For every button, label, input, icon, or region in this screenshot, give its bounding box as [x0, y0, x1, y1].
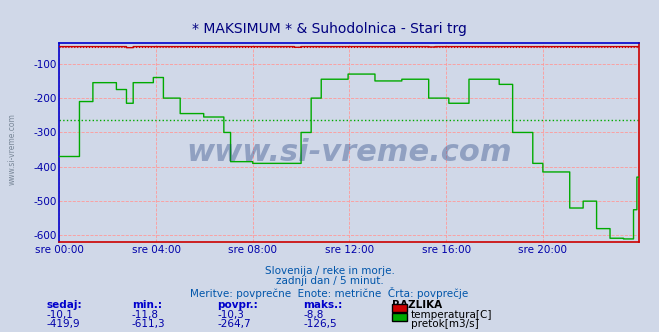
- Text: -126,5: -126,5: [303, 319, 337, 329]
- Text: min.:: min.:: [132, 300, 162, 310]
- Text: * MAKSIMUM * & Suhodolnica - Stari trg: * MAKSIMUM * & Suhodolnica - Stari trg: [192, 22, 467, 36]
- Text: zadnji dan / 5 minut.: zadnji dan / 5 minut.: [275, 276, 384, 286]
- Text: -10,3: -10,3: [217, 310, 244, 320]
- Text: -11,8: -11,8: [132, 310, 159, 320]
- Text: Slovenija / reke in morje.: Slovenija / reke in morje.: [264, 266, 395, 276]
- Text: -611,3: -611,3: [132, 319, 165, 329]
- Text: maks.:: maks.:: [303, 300, 343, 310]
- Text: www.si-vreme.com: www.si-vreme.com: [186, 138, 512, 167]
- Text: Meritve: povprečne  Enote: metrične  Črta: povprečje: Meritve: povprečne Enote: metrične Črta:…: [190, 287, 469, 299]
- Text: -419,9: -419,9: [46, 319, 80, 329]
- Text: temperatura[C]: temperatura[C]: [411, 310, 492, 320]
- Text: sedaj:: sedaj:: [46, 300, 82, 310]
- Text: -10,1: -10,1: [46, 310, 73, 320]
- Text: RAZLIKA: RAZLIKA: [392, 300, 442, 310]
- Text: -264,7: -264,7: [217, 319, 251, 329]
- Text: povpr.:: povpr.:: [217, 300, 258, 310]
- Text: -8,8: -8,8: [303, 310, 324, 320]
- Text: pretok[m3/s]: pretok[m3/s]: [411, 319, 478, 329]
- Text: www.si-vreme.com: www.si-vreme.com: [8, 114, 17, 185]
